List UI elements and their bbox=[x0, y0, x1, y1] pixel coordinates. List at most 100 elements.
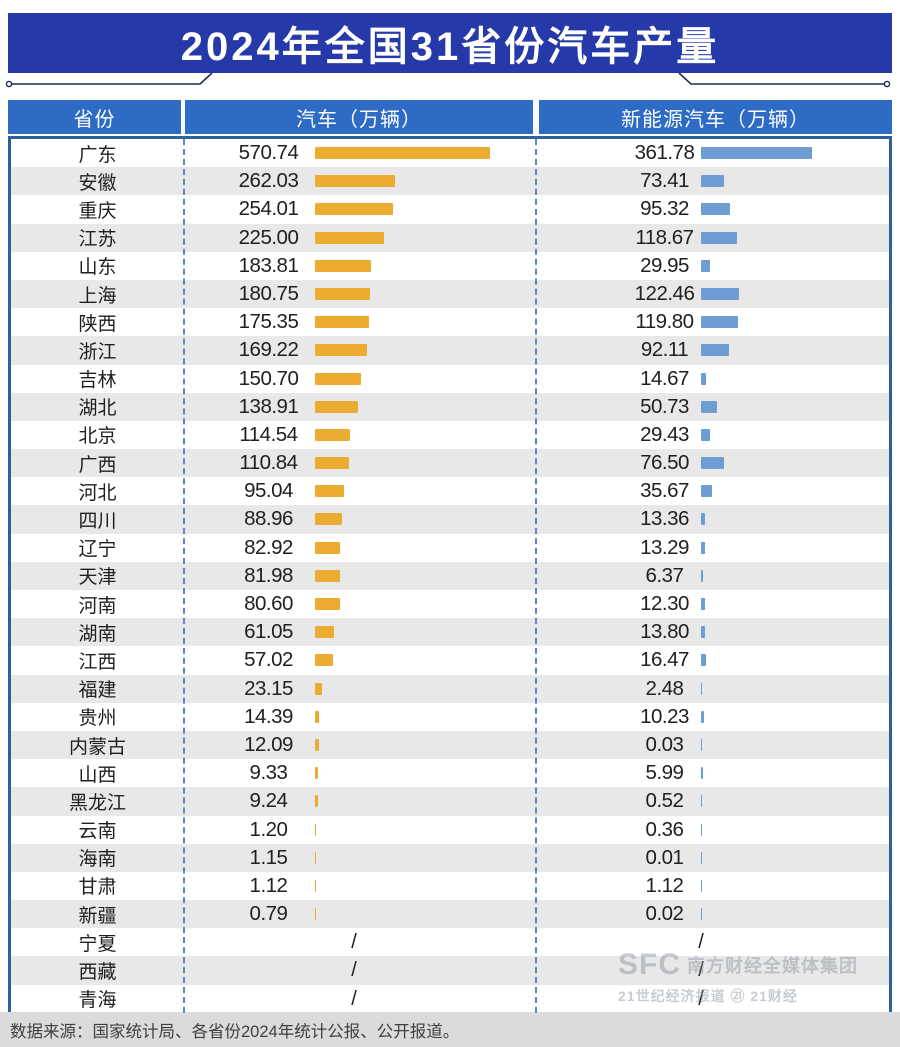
nev-bar bbox=[701, 203, 731, 216]
nev-cell: 122.46 bbox=[536, 280, 889, 308]
car-value: 1.12 bbox=[249, 873, 288, 897]
header-car: 汽车（万辆） bbox=[185, 100, 533, 134]
car-bar bbox=[315, 879, 317, 892]
car-missing-marker bbox=[324, 816, 384, 844]
car-cell: 57.02 bbox=[184, 646, 536, 674]
province-label: 重庆 bbox=[78, 200, 117, 222]
nev-cell: / bbox=[536, 985, 889, 1013]
table-row: 浙江 169.22 92.11 bbox=[11, 336, 889, 365]
car-missing-marker bbox=[324, 562, 384, 590]
column-separator-1 bbox=[183, 139, 185, 1013]
car-value: 88.96 bbox=[244, 507, 293, 531]
nev-bar bbox=[701, 682, 703, 695]
car-missing-marker bbox=[324, 421, 384, 449]
car-cell: 95.04 bbox=[184, 477, 536, 505]
table-row: 广东 570.74 361.78 bbox=[11, 139, 889, 168]
car-missing-marker bbox=[324, 872, 384, 900]
nev-missing-marker: / bbox=[698, 987, 704, 1010]
nev-value: 118.67 bbox=[635, 225, 694, 249]
car-missing-marker bbox=[324, 308, 384, 336]
nev-value: 95.32 bbox=[640, 197, 689, 221]
nev-value: 16.47 bbox=[640, 648, 689, 672]
car-missing-marker bbox=[324, 224, 384, 252]
car-cell: 254.01 bbox=[184, 195, 536, 223]
car-bar bbox=[315, 541, 341, 554]
table-row: 山东 183.81 29.95 bbox=[11, 251, 889, 280]
car-value: 225.00 bbox=[238, 225, 299, 249]
car-cell: 114.54 bbox=[184, 421, 536, 449]
car-value: 175.35 bbox=[238, 310, 299, 334]
nev-cell: 76.50 bbox=[536, 449, 889, 477]
nev-missing-marker bbox=[671, 731, 731, 759]
car-cell: 183.81 bbox=[184, 252, 536, 280]
nev-bar bbox=[701, 316, 738, 329]
province-label: 西藏 bbox=[78, 962, 117, 984]
car-missing-marker bbox=[324, 844, 384, 872]
nev-value: 12.30 bbox=[640, 592, 689, 615]
table-row: 山西 9.33 5.99 bbox=[11, 759, 889, 788]
nev-value: 1.12 bbox=[645, 873, 684, 897]
table-row: 新疆 0.79 0.02 bbox=[11, 900, 889, 929]
nev-bar bbox=[701, 457, 725, 470]
nev-cell: 0.03 bbox=[536, 731, 889, 759]
car-value: 80.60 bbox=[244, 592, 293, 615]
nev-missing-marker bbox=[671, 787, 731, 815]
nev-value: 361.78 bbox=[634, 141, 695, 164]
car-cell: 82.92 bbox=[184, 534, 536, 562]
nev-cell: 50.73 bbox=[536, 393, 889, 421]
car-bar bbox=[315, 175, 396, 188]
nev-missing-marker bbox=[671, 534, 731, 562]
car-missing-marker bbox=[324, 534, 384, 562]
car-bar bbox=[315, 203, 393, 216]
car-missing-marker: / bbox=[351, 959, 357, 982]
car-missing-marker bbox=[324, 787, 384, 815]
page-title: 2024年全国31省份汽车产量 bbox=[180, 25, 720, 69]
car-bar bbox=[315, 485, 345, 498]
nev-missing-marker bbox=[671, 900, 731, 928]
car-missing-marker: / bbox=[351, 987, 357, 1010]
car-bar bbox=[315, 654, 333, 667]
car-value: 9.33 bbox=[249, 761, 288, 785]
car-missing-marker bbox=[324, 195, 384, 223]
table-row: 辽宁 82.92 13.29 bbox=[11, 533, 889, 562]
nev-bar bbox=[701, 767, 703, 780]
nev-cell: 13.36 bbox=[536, 505, 889, 533]
province-label: 福建 bbox=[78, 680, 117, 702]
nev-cell: / bbox=[536, 956, 889, 984]
nev-cell: 13.80 bbox=[536, 618, 889, 646]
car-value: 82.92 bbox=[244, 535, 293, 559]
nev-cell: 2.48 bbox=[536, 675, 889, 703]
table-row: 河南 80.60 12.30 bbox=[11, 590, 889, 619]
car-missing-marker bbox=[324, 590, 384, 618]
car-bar bbox=[315, 795, 318, 808]
nev-value: 73.41 bbox=[640, 169, 689, 193]
car-value: 23.15 bbox=[244, 676, 293, 700]
car-cell: 175.35 bbox=[184, 308, 536, 336]
car-cell: / bbox=[184, 985, 536, 1013]
table-row: 湖南 61.05 13.80 bbox=[11, 618, 889, 647]
car-cell: 150.70 bbox=[184, 365, 536, 393]
car-missing-marker bbox=[324, 900, 384, 928]
car-cell: 180.75 bbox=[184, 280, 536, 308]
nev-missing-marker bbox=[671, 139, 731, 167]
car-bar bbox=[315, 682, 323, 695]
header-province: 省份 bbox=[8, 100, 181, 134]
nev-missing-marker bbox=[671, 646, 731, 674]
car-cell: 1.12 bbox=[184, 872, 536, 900]
nev-bar bbox=[701, 147, 813, 159]
car-bar bbox=[315, 851, 317, 864]
car-value: 57.02 bbox=[244, 648, 293, 672]
car-bar bbox=[315, 372, 362, 385]
nev-missing-marker bbox=[671, 590, 731, 618]
nev-bar bbox=[701, 654, 707, 667]
province-label: 湖北 bbox=[78, 398, 117, 420]
nev-bar bbox=[701, 598, 705, 610]
table-row: 云南 1.20 0.36 bbox=[11, 815, 889, 844]
car-value: 14.39 bbox=[244, 704, 293, 728]
car-bar bbox=[315, 147, 491, 159]
table-row: 江西 57.02 16.47 bbox=[11, 646, 889, 675]
nev-value: 0.01 bbox=[645, 845, 684, 869]
nev-bar bbox=[701, 879, 703, 892]
province-label: 海南 bbox=[78, 849, 117, 871]
nev-missing-marker bbox=[671, 618, 731, 646]
